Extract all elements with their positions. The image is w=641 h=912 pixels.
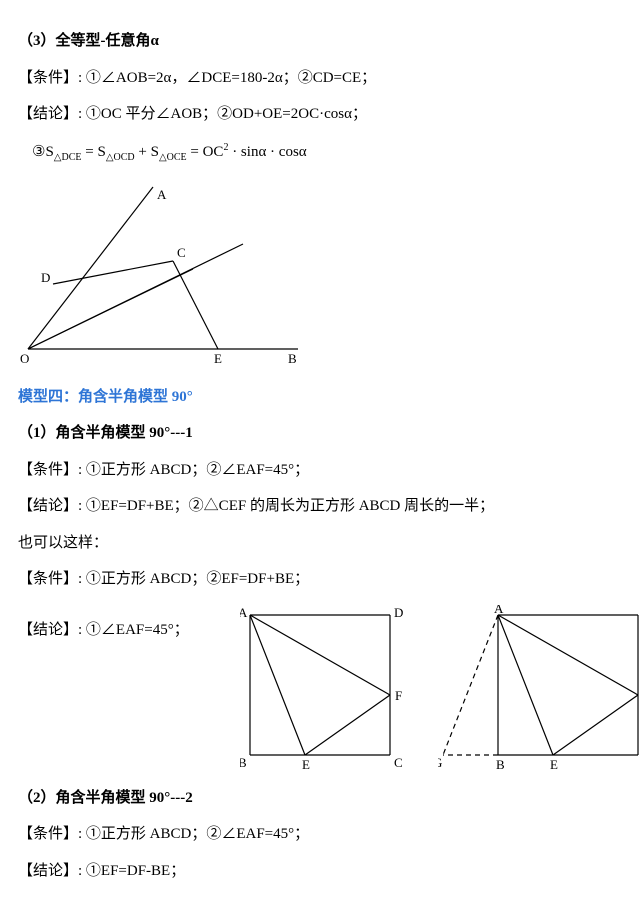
sec2b-concl: 【结论】: ①EF=DF-BE； xyxy=(18,860,623,883)
sec1-heading: （1）角含半角模型 90°---1 xyxy=(18,422,623,445)
figure-2: A D B C E F xyxy=(240,605,406,773)
svg-text:E: E xyxy=(214,351,222,366)
concl2-prefix: ③ xyxy=(32,144,45,160)
figure-3: ADBCEFG xyxy=(438,605,641,773)
concl2-s2: △OCE xyxy=(159,152,187,163)
concl2-tail: · sinα · cosα xyxy=(228,144,306,160)
svg-text:C: C xyxy=(177,245,186,260)
sec3-concl1: 【结论】: ①OC 平分∠AOB；②OD+OE=2OC·cosα； xyxy=(18,103,623,126)
sec3-concl2: ③S△DCE = S△OCD + S△OCE = OC2 · sinα · co… xyxy=(18,140,623,165)
concl2-s1: △OCD xyxy=(106,152,135,163)
concl2-lhs: S xyxy=(45,144,53,160)
svg-text:B: B xyxy=(240,755,247,770)
svg-text:A: A xyxy=(157,187,167,202)
sec1-cond2: 【条件】: ①正方形 ABCD；②EF=DF+BE； xyxy=(18,568,623,591)
svg-text:E: E xyxy=(302,757,310,772)
svg-text:E: E xyxy=(550,757,558,772)
sec2b-heading: （2）角含半角模型 90°---2 xyxy=(18,787,623,810)
concl2-plus: + S xyxy=(135,144,159,160)
svg-text:O: O xyxy=(20,351,29,366)
sec1-concl: 【结论】: ①EF=DF+BE；②△CEF 的周长为正方形 ABCD 周长的一半… xyxy=(18,495,623,518)
sec3-heading: （3）全等型-任意角α xyxy=(18,30,623,53)
svg-text:B: B xyxy=(496,757,505,772)
sec1-also: 也可以这样： xyxy=(18,532,623,555)
svg-text:D: D xyxy=(41,270,50,285)
figure-1: O A B E C D xyxy=(18,179,623,372)
svg-text:A: A xyxy=(494,605,504,616)
svg-text:G: G xyxy=(438,755,442,770)
svg-text:A: A xyxy=(240,605,248,620)
svg-text:C: C xyxy=(394,755,403,770)
sec1-concl2: 【结论】: ①∠EAF=45°； xyxy=(18,619,208,642)
sec1-cond: 【条件】: ①正方形 ABCD；②∠EAF=45°； xyxy=(18,459,623,482)
svg-text:D: D xyxy=(394,605,403,620)
model4-title: 模型四：角含半角模型 90° xyxy=(18,386,623,409)
concl2-eq: = S xyxy=(82,144,106,160)
svg-text:F: F xyxy=(395,688,402,703)
sec2b-cond: 【条件】: ①正方形 ABCD；②∠EAF=45°； xyxy=(18,823,623,846)
concl2-rhs: = OC xyxy=(187,144,224,160)
sec3-cond: 【条件】: ①∠AOB=2α，∠DCE=180-2α；②CD=CE； xyxy=(18,67,623,90)
svg-text:B: B xyxy=(288,351,297,366)
concl2-s0: △DCE xyxy=(54,152,82,163)
